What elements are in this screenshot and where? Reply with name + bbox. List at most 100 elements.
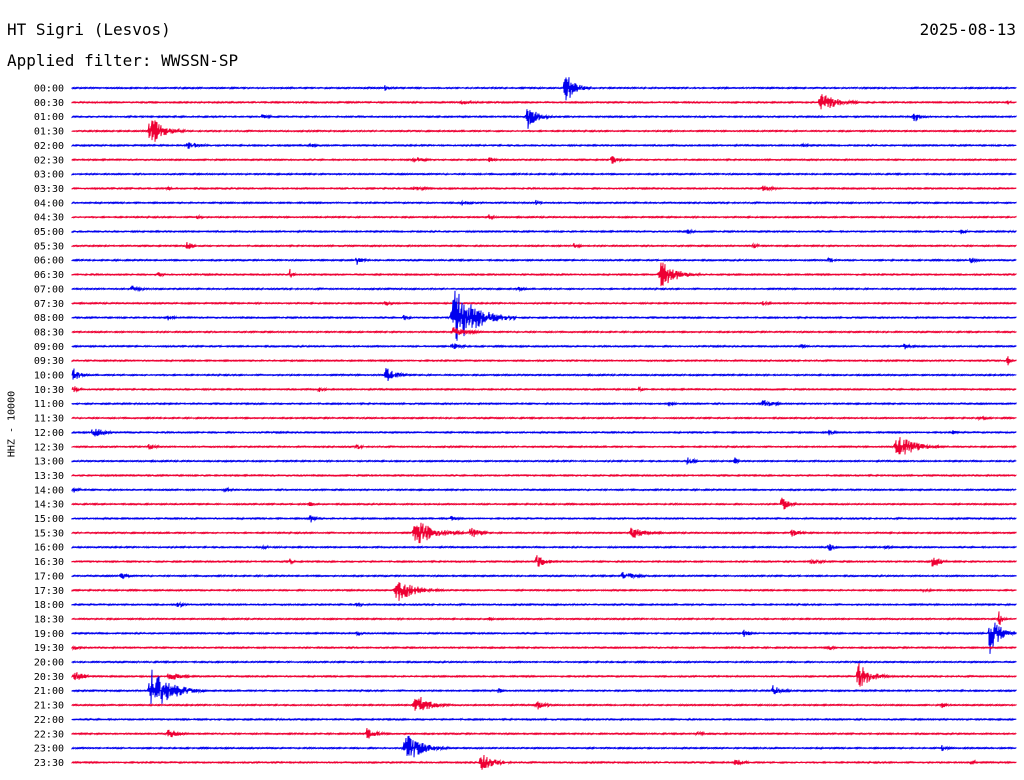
time-label: 09:30 (34, 356, 64, 367)
trace-line (71, 386, 1017, 393)
trace-line (71, 660, 1017, 664)
time-label: 10:00 (34, 371, 64, 382)
trace-line (71, 228, 1017, 235)
trace-line (71, 473, 1017, 478)
trace-line (71, 543, 1017, 551)
filter-label: Applied filter: WWSSN-SP (7, 51, 239, 70)
trace-line (71, 213, 1017, 221)
time-label: 19:30 (34, 643, 64, 654)
plot-date: 2025-08-13 (919, 20, 1016, 39)
trace-line (71, 256, 1017, 265)
trace-line (71, 601, 1017, 609)
time-label: 22:00 (34, 715, 64, 726)
trace-line (71, 94, 1017, 110)
station-title: HT Sigri (Lesvos) (7, 20, 171, 39)
time-label: 15:00 (34, 514, 64, 525)
trace-line (71, 457, 1017, 465)
time-label: 02:30 (34, 155, 64, 166)
time-label: 05:00 (34, 227, 64, 238)
trace-line (71, 399, 1017, 407)
time-label: 23:30 (34, 758, 64, 769)
trace-line (71, 290, 1017, 341)
time-label: 02:00 (34, 141, 64, 152)
time-label: 17:30 (34, 586, 64, 597)
trace-line (71, 156, 1017, 164)
trace-line (71, 327, 1017, 336)
trace-line (71, 185, 1017, 192)
trace-line (71, 696, 1017, 711)
time-label: 17:00 (34, 571, 64, 582)
trace-line (71, 343, 1017, 350)
time-label: 10:30 (34, 385, 64, 396)
trace-line (71, 437, 1017, 455)
trace-line (71, 285, 1017, 293)
time-label: 12:30 (34, 442, 64, 453)
time-label: 05:30 (34, 241, 64, 252)
trace-line (71, 415, 1017, 422)
trace-line (71, 611, 1017, 626)
time-label: 23:00 (34, 744, 64, 755)
time-label: 00:30 (34, 98, 64, 109)
trace-line (71, 555, 1017, 567)
trace-line (71, 522, 1017, 544)
trace-line (71, 515, 1017, 523)
trace-line (71, 356, 1017, 366)
trace-line (71, 669, 1017, 704)
time-label: 13:00 (34, 457, 64, 468)
time-label: 18:30 (34, 614, 64, 625)
trace-line (71, 754, 1017, 770)
time-label: 01:00 (34, 112, 64, 123)
trace-line (71, 497, 1017, 510)
trace-line (71, 242, 1017, 250)
time-label: 07:00 (34, 284, 64, 295)
time-label: 21:00 (34, 686, 64, 697)
time-label: 07:30 (34, 299, 64, 310)
time-label: 12:00 (34, 428, 64, 439)
time-label: 03:00 (34, 170, 64, 181)
time-label: 08:00 (34, 313, 64, 324)
trace-line (71, 663, 1017, 687)
trace-line (71, 172, 1017, 177)
time-label: 00:00 (34, 84, 64, 95)
trace-line (71, 142, 1017, 149)
time-label: 16:30 (34, 557, 64, 568)
time-label: 06:30 (34, 270, 64, 281)
time-label: 09:00 (34, 342, 64, 353)
trace-line (71, 645, 1017, 651)
trace-line (71, 486, 1017, 493)
trace-line (71, 199, 1017, 206)
time-label: 14:00 (34, 485, 64, 496)
trace-line (71, 735, 1017, 758)
trace-line (71, 428, 1017, 437)
time-label: 14:30 (34, 500, 64, 511)
time-label: 15:30 (34, 528, 64, 539)
time-label: 20:00 (34, 658, 64, 669)
trace-line (71, 368, 1017, 381)
time-label: 11:30 (34, 414, 64, 425)
time-label: 04:00 (34, 198, 64, 209)
time-label: 22:30 (34, 729, 64, 740)
trace-line (71, 571, 1017, 580)
time-label: 13:30 (34, 471, 64, 482)
time-label: 06:00 (34, 256, 64, 267)
trace-line (71, 622, 1017, 654)
trace-line (71, 300, 1017, 307)
trace-line (71, 109, 1017, 129)
time-label: 21:30 (34, 701, 64, 712)
time-label: 01:30 (34, 127, 64, 138)
time-label: 11:00 (34, 399, 64, 410)
trace-line (71, 582, 1017, 601)
trace-line (71, 77, 1017, 101)
time-label: 20:30 (34, 672, 64, 683)
trace-line (71, 120, 1017, 142)
time-label: 18:00 (34, 600, 64, 611)
time-label: 04:30 (34, 213, 64, 224)
trace-line (71, 262, 1017, 287)
time-label: 03:30 (34, 184, 64, 195)
trace-line (71, 717, 1017, 722)
time-label: 08:30 (34, 327, 64, 338)
trace-line (71, 728, 1017, 739)
time-label: 16:00 (34, 543, 64, 554)
time-label: 19:00 (34, 629, 64, 640)
